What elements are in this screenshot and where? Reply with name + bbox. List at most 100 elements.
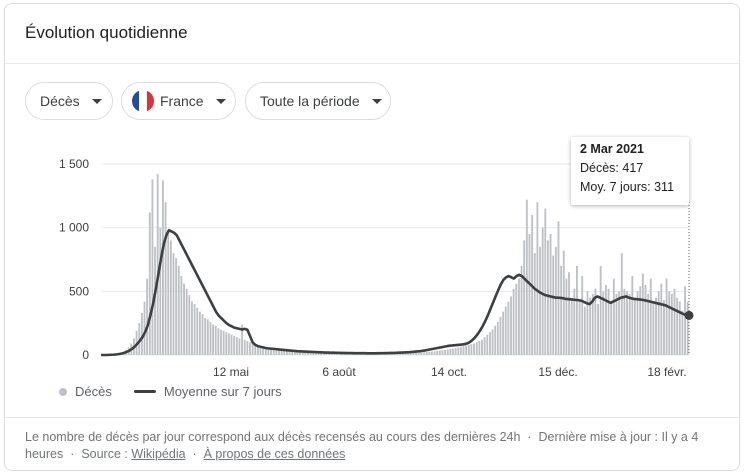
death-bar xyxy=(578,301,581,355)
death-bar xyxy=(589,297,592,355)
death-bar xyxy=(254,344,257,355)
death-bar xyxy=(259,346,262,355)
death-bar xyxy=(209,321,212,355)
death-bar xyxy=(626,291,628,355)
death-bar xyxy=(307,351,309,355)
period-dropdown[interactable]: Toute la période xyxy=(245,82,391,120)
death-bar xyxy=(599,265,602,355)
death-bar xyxy=(465,345,468,355)
death-bar xyxy=(238,338,241,355)
death-bar xyxy=(444,349,447,355)
death-bar xyxy=(491,329,494,355)
death-bar xyxy=(430,351,433,355)
death-bar xyxy=(449,348,452,355)
death-bar xyxy=(634,297,636,355)
death-bar xyxy=(148,212,151,355)
death-bar xyxy=(251,343,254,355)
chart-footer: Le nombre de décès par jour correspond a… xyxy=(25,429,725,463)
death-bar xyxy=(547,240,549,355)
death-bar xyxy=(607,288,610,355)
death-bar xyxy=(518,278,520,355)
death-bar xyxy=(655,297,657,355)
metric-dropdown[interactable]: Décès xyxy=(25,82,113,120)
death-bar xyxy=(212,324,214,355)
header-divider xyxy=(5,63,739,64)
chart-tooltip: 2 Mar 2021 Décès: 417 Moy. 7 jours: 311 xyxy=(571,137,689,205)
death-bar xyxy=(299,351,301,355)
death-bar xyxy=(169,240,172,355)
death-bar xyxy=(314,351,317,355)
death-bar xyxy=(475,342,478,355)
death-bar xyxy=(483,337,486,355)
death-bar xyxy=(172,253,175,355)
seven-day-average-line xyxy=(101,228,690,357)
death-bar xyxy=(198,311,201,355)
death-bar xyxy=(597,304,599,355)
y-tick-label: 1 500 xyxy=(59,157,89,171)
death-bar xyxy=(280,349,283,355)
death-bar xyxy=(570,297,573,355)
death-bar xyxy=(586,291,589,355)
death-bar xyxy=(573,288,576,355)
death-bar xyxy=(272,348,275,355)
death-bar xyxy=(652,301,655,355)
death-bar xyxy=(533,253,536,355)
death-bar xyxy=(602,291,605,355)
death-bar xyxy=(507,301,510,355)
death-bar xyxy=(185,288,188,355)
footer-update-time: Dernière mise à jour : Il y a 4 heures xyxy=(25,430,699,461)
death-bar xyxy=(201,314,204,355)
death-bar xyxy=(481,339,483,355)
death-bar xyxy=(156,174,159,355)
death-bar xyxy=(177,265,180,355)
footer-separator: · xyxy=(70,447,75,461)
death-bar xyxy=(520,265,523,355)
death-bar xyxy=(217,328,220,355)
death-bar xyxy=(262,346,265,355)
death-bar xyxy=(441,350,444,355)
death-bar xyxy=(433,351,436,355)
death-bar xyxy=(541,227,544,355)
hover-point xyxy=(684,310,694,320)
death-bar xyxy=(267,347,270,355)
wikipedia-source-link[interactable]: Wikipédia xyxy=(131,447,186,461)
death-bar xyxy=(528,234,531,355)
y-tick-label: 1 000 xyxy=(59,221,89,235)
death-bar xyxy=(241,324,243,355)
death-bar xyxy=(552,255,555,355)
death-bar xyxy=(454,348,457,355)
death-bar xyxy=(670,293,673,355)
period-dropdown-label: Toute la période xyxy=(260,93,360,109)
region-dropdown-label: France xyxy=(160,93,204,109)
caret-down-icon xyxy=(91,98,102,104)
death-bar xyxy=(620,253,623,355)
death-bar xyxy=(494,325,497,355)
death-bar xyxy=(175,258,178,355)
chart-legend: Décès Moyenne sur 7 jours xyxy=(59,384,282,399)
footer-description: Le nombre de décès par jour correspond a… xyxy=(25,430,521,444)
death-bar xyxy=(557,221,560,355)
x-tick-label: 18 févr. xyxy=(647,365,686,379)
death-bar xyxy=(615,293,618,355)
death-bar xyxy=(436,350,439,355)
region-dropdown[interactable]: France xyxy=(121,82,236,120)
death-bar xyxy=(591,293,594,355)
death-bar xyxy=(539,246,541,355)
death-bar xyxy=(230,334,233,355)
death-bar xyxy=(243,339,246,355)
footer-separator: · xyxy=(192,447,197,461)
death-bar xyxy=(489,332,491,355)
death-bar xyxy=(544,208,547,355)
death-bar xyxy=(641,273,644,355)
death-bar xyxy=(576,265,578,355)
about-data-link[interactable]: À propos de ces données xyxy=(203,447,346,461)
death-bar xyxy=(140,312,143,355)
death-bar xyxy=(249,342,251,355)
death-bar xyxy=(565,278,568,355)
death-bar xyxy=(462,346,465,355)
death-bar xyxy=(246,340,249,355)
x-tick-label: 14 oct. xyxy=(431,365,467,379)
death-bar xyxy=(668,291,671,355)
death-bar xyxy=(180,276,183,355)
france-flag-icon xyxy=(132,90,154,112)
